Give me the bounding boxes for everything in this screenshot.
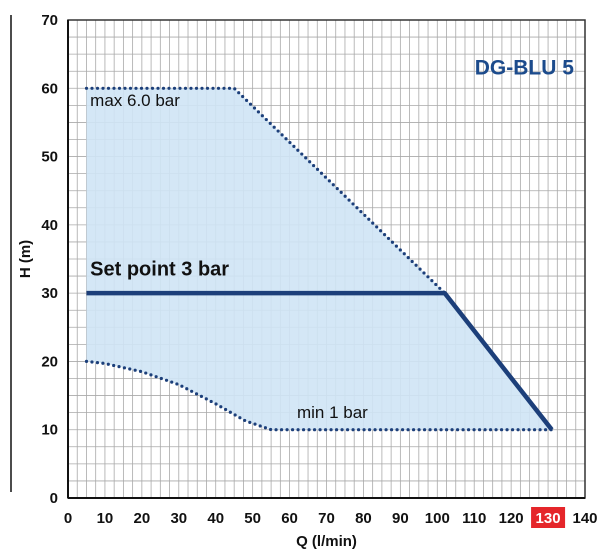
x-tick-highlight — [531, 507, 566, 528]
chart-title: DG-BLU 5 — [475, 57, 574, 80]
x-tick-label: 110 — [462, 510, 486, 527]
x-tick-label: 130 — [536, 510, 561, 527]
x-tick-label: 10 — [97, 510, 114, 527]
y-tick-label: 70 — [41, 12, 58, 29]
operating-region — [86, 88, 552, 430]
axes — [67, 20, 585, 499]
x-tick-label: 90 — [392, 510, 409, 527]
y-tick-label: 50 — [41, 149, 58, 166]
x-tick-label: 60 — [281, 510, 298, 527]
y-axis-label: H (m) — [17, 240, 34, 278]
x-tick-label: 140 — [572, 510, 597, 527]
x-tick-label: 40 — [207, 510, 224, 527]
series-line-1 — [84, 86, 447, 295]
x-tick-labels: 0 10 20 30 40 50 60 70 80 90 100 110 120 130 140 — [64, 507, 598, 528]
annotations: max 6.0 bar Set point 3 bar min 1 bar — [90, 91, 368, 422]
x-tick-label: 50 — [244, 510, 261, 527]
x-axis-label: Q (l/min) — [296, 533, 357, 550]
annotation-label: Set point 3 bar — [90, 258, 229, 280]
annotation-label: min 1 bar — [297, 403, 368, 422]
series-line-2 — [86, 290, 554, 432]
x-tick-label: 120 — [499, 510, 524, 527]
x-tick-label: 70 — [318, 510, 335, 527]
y-tick-label: 10 — [41, 422, 58, 439]
x-tick-label: 0 — [64, 510, 72, 527]
y-tick-label: 0 — [50, 490, 58, 507]
y-tick-labels: 0 10 20 30 40 50 60 70 — [41, 12, 58, 507]
x-tick-label: 30 — [170, 510, 187, 527]
y-tick-label: 60 — [41, 80, 58, 97]
annotation-label: max 6.0 bar — [90, 91, 180, 110]
y-tick-label: 30 — [41, 285, 58, 302]
x-tick-label: 80 — [355, 510, 372, 527]
series-group — [84, 86, 554, 432]
x-tick-label: 100 — [425, 510, 450, 527]
y-tick-label: 40 — [41, 217, 58, 234]
y-tick-label: 20 — [41, 353, 58, 370]
series-line-3 — [84, 359, 554, 432]
x-tick-label: 20 — [134, 510, 151, 527]
